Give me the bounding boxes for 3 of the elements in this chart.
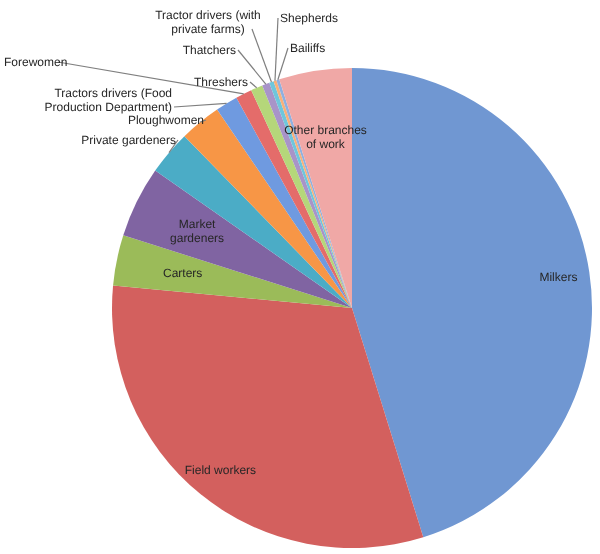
- pie-slice: [112, 285, 424, 548]
- pie-slice: [123, 170, 352, 308]
- pie-slice: [113, 235, 352, 308]
